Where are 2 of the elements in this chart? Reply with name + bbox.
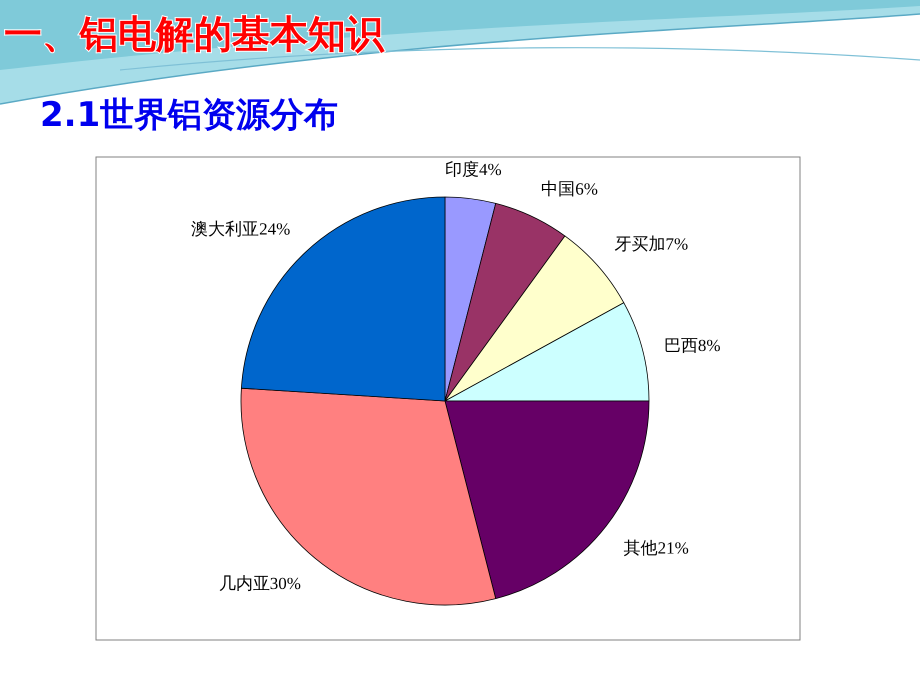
subtitle: 2.1世界铝资源分布 (40, 95, 338, 135)
title: 一、铝电解的基本知识 (4, 12, 384, 56)
